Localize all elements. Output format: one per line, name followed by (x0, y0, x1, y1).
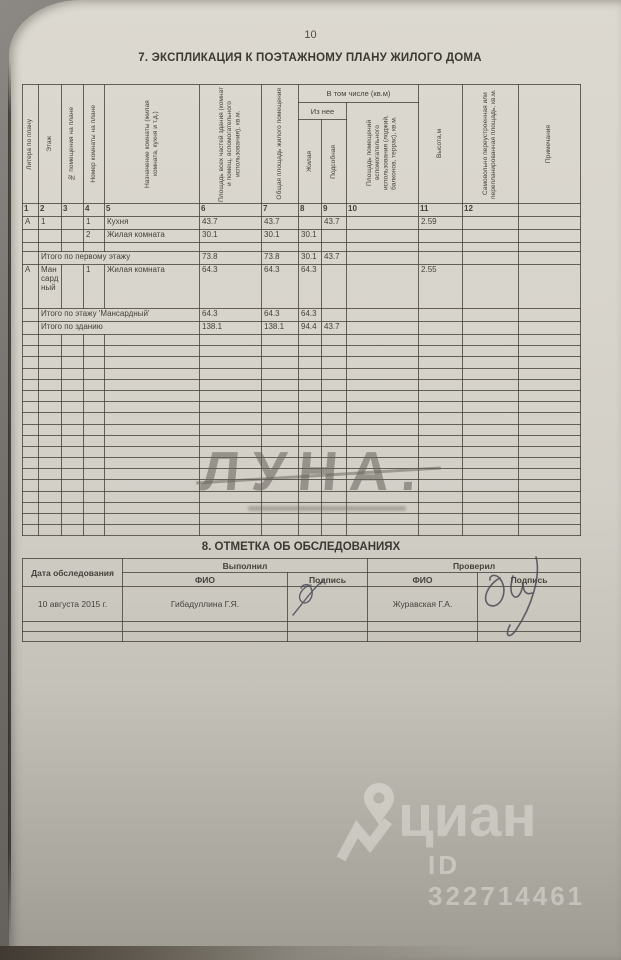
col-header-komnata: Номер комнаты на плане (89, 105, 97, 183)
header-row-2: Из нее Площадь помещений вспомогательног… (23, 102, 581, 204)
cian-pin-icon (364, 783, 394, 825)
performed-fio: Гибадуллина Г.Я. (122, 586, 288, 622)
table-surface-shadow (0, 946, 621, 960)
header-row-3: Жилая Подсобная (23, 119, 581, 204)
col-header-obshaya: Общая площадь жилого помещения (275, 88, 283, 200)
group-header-v-tom-chisle: В том числе (кв.м) (297, 84, 420, 103)
table-row-living-room-1: 2 Жилая комната 30.1 30.1 30.1 (22, 229, 582, 243)
table-row-total-floor1: Итого по первому этажу 73.8 73.8 30.1 43.7 (22, 251, 582, 265)
cian-watermark-id: ID 322714461 (428, 850, 586, 911)
col-header-ploshad-vseh: Площадь всех частей здания (комнат и пом… (218, 86, 242, 202)
spacer-row (22, 242, 582, 252)
cian-logo-mark-icon (336, 818, 392, 862)
section8-title: 8. ОТМЕТКА ОБ ОБСЛЕДОВАНИЯХ (201, 541, 401, 553)
page-left-edge (8, 60, 11, 938)
empty-grid-rows (22, 333, 582, 537)
explication-table: Литера по плану Этаж № помещения на план… (22, 84, 582, 537)
col-header-podsobnaya: Подсобная (329, 144, 337, 179)
luna-watermark-subtext-illegible (248, 506, 406, 511)
inspection-data-row: 10 августа 2015 г. Гибадуллина Г.Я. Жура… (22, 586, 582, 622)
col-header-litera: Литера по плану (26, 118, 34, 170)
checked-signature-icon (484, 556, 539, 637)
subgroup-header-iz-nee: Из нее (298, 102, 347, 120)
performed-signature-icon (292, 579, 325, 616)
checked-fio: Журавская Г.А. (367, 586, 479, 622)
col-header-samovolno: Самовольно переустроенная или перепланир… (482, 89, 498, 199)
header-row-1: Литера по плану Этаж № помещения на план… (22, 84, 582, 204)
col-header-vysota: Высота,м (436, 129, 444, 159)
col-header-primechaniya: Примечания (545, 124, 553, 164)
checked-fio-header: ФИО (367, 572, 479, 587)
inspection-date: 10 августа 2015 г. (22, 586, 123, 622)
inspection-table: Дата обследования Выполнил Проверил ФИО … (22, 558, 582, 642)
cian-watermark-text: циан (398, 784, 537, 849)
inspection-date-header: Дата обследования (22, 558, 123, 587)
luna-watermark: ЛУНА. (198, 440, 432, 502)
page-number: 10 (304, 29, 317, 41)
section7-title: 7. ЭКСПЛИКАЦИЯ К ПОЭТАЖНОМУ ПЛАНУ ЖИЛОГО… (138, 52, 482, 64)
performed-fio-header: ФИО (122, 572, 288, 587)
performed-header: Выполнил (121, 558, 369, 573)
col-header-etazh: Этаж (45, 136, 53, 152)
col-header-vspomogat: Площадь помещений вспомогательного испол… (366, 115, 398, 191)
table-row-mansard-room: А Мансардный 1 Жилая комната 64.3 64.3 64.… (22, 264, 582, 309)
col-header-naznachenie: Назначение комнаты (жилая комната, кухня… (143, 100, 159, 188)
col-header-pomeshenie: № помещения на плане (68, 107, 76, 181)
table-row-total-mansard: Итого по этажу 'Мансардный' 64.3 64.3 64.… (22, 308, 582, 322)
inspection-empty-row (22, 631, 582, 642)
table-row-total-building: Итого по зданию 138.1 138.1 94.4 43.7 (22, 321, 582, 335)
col-header-zhilaya: Жилая (305, 151, 313, 172)
